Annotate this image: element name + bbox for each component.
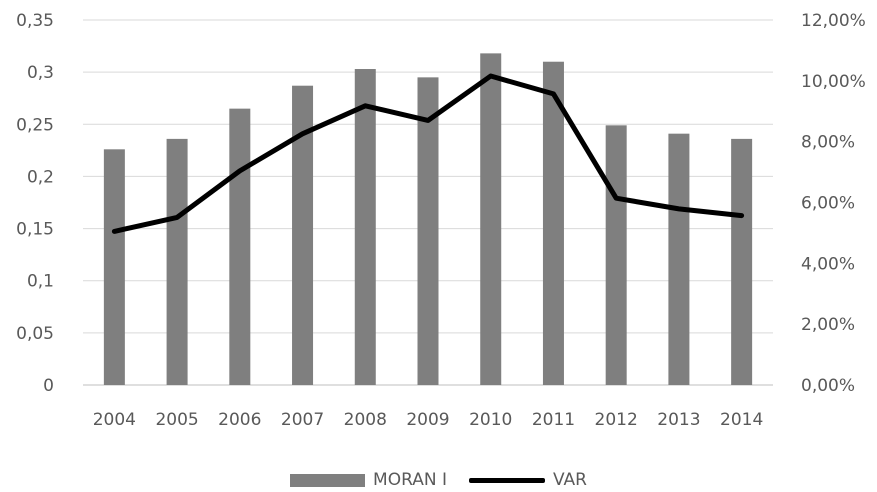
legend-label-moran-i: MORAN I <box>373 470 447 490</box>
legend-label-var: VAR <box>552 470 587 490</box>
x-tick-label: 2006 <box>218 410 261 430</box>
left-y-tick-label: 0,2 <box>27 167 54 187</box>
left-y-tick-label: 0,25 <box>16 115 54 135</box>
x-tick-label: 2010 <box>469 410 512 430</box>
x-tick-label: 2012 <box>595 410 638 430</box>
var-point <box>741 215 743 217</box>
legend: MORAN I VAR <box>0 468 877 492</box>
var-point <box>113 230 115 232</box>
var-point <box>302 133 304 135</box>
right-y-tick-label: 12,00% <box>801 11 866 31</box>
left-y-tick-label: 0 <box>43 376 54 396</box>
left-y-tick-label: 0,35 <box>16 11 54 31</box>
bar <box>103 149 125 385</box>
right-y-tick-label: 2,00% <box>801 315 855 335</box>
bar <box>166 138 188 385</box>
bar <box>354 69 376 385</box>
bar-series-moran-i <box>103 53 753 386</box>
legend-line-swatch <box>468 477 545 483</box>
right-y-tick-label: 10,00% <box>801 72 866 92</box>
bar <box>229 108 251 386</box>
var-point <box>490 75 492 77</box>
left-y-axis: 0 0,05 0,1 0,15 0,2 0,25 0,3 0,35 <box>16 11 54 396</box>
x-tick-label: 2008 <box>344 410 387 430</box>
bar <box>668 133 690 385</box>
var-point <box>615 197 617 199</box>
var-point <box>552 93 554 95</box>
x-tick-label: 2004 <box>93 410 136 430</box>
x-tick-label: 2009 <box>406 410 449 430</box>
legend-item-var: VAR <box>468 470 587 490</box>
right-y-tick-label: 6,00% <box>801 194 855 214</box>
x-tick-label: 2007 <box>281 410 324 430</box>
x-tick-label: 2011 <box>532 410 575 430</box>
left-y-tick-label: 0,15 <box>16 220 54 240</box>
x-axis: 2004 2005 2006 2007 2008 2009 2010 2011 2012 2013… <box>93 410 764 430</box>
line-series-var <box>111 73 745 234</box>
var-point <box>239 170 241 172</box>
left-y-tick-label: 0,3 <box>27 63 54 83</box>
combo-chart: 0 0,05 0,1 0,15 0,2 0,25 0,3 0,35 0,00% 2,00% 4,0… <box>16 11 866 430</box>
var-point <box>364 105 366 107</box>
x-tick-label: 2013 <box>657 410 700 430</box>
bar <box>731 138 753 385</box>
bar <box>417 77 439 385</box>
right-y-tick-label: 8,00% <box>801 133 855 153</box>
left-y-tick-label: 0,1 <box>27 272 54 292</box>
right-y-tick-label: 4,00% <box>801 254 855 274</box>
right-y-tick-label: 0,00% <box>801 376 855 396</box>
legend-bar-swatch <box>290 473 366 487</box>
var-point <box>176 216 178 218</box>
x-tick-label: 2014 <box>720 410 763 430</box>
left-y-tick-label: 0,05 <box>16 324 54 344</box>
right-y-axis: 0,00% 2,00% 4,00% 6,00% 8,00% 10,00% 12,00% <box>801 11 866 396</box>
bar <box>480 53 502 385</box>
var-point <box>427 119 429 121</box>
bar <box>292 85 314 385</box>
bar <box>542 61 564 385</box>
var-point <box>678 208 680 210</box>
legend-item-moran-i: MORAN I <box>290 470 447 490</box>
x-tick-label: 2005 <box>155 410 198 430</box>
bar <box>605 125 627 385</box>
